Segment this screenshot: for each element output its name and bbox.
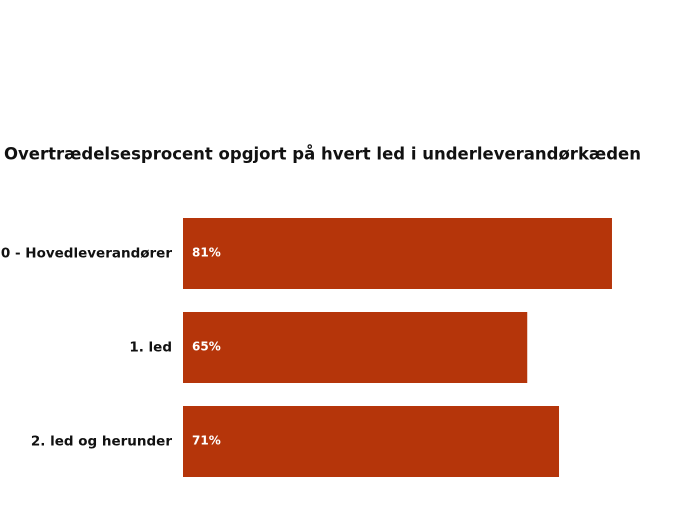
value-label: 71% bbox=[192, 434, 221, 448]
value-label: 65% bbox=[192, 340, 221, 354]
category-label: 0 - Hovedleverandører bbox=[1, 246, 172, 262]
bar bbox=[183, 218, 612, 289]
bar bbox=[183, 406, 560, 477]
chart-title: Overtrædelsesprocent opgjort på hvert le… bbox=[4, 145, 641, 164]
value-label: 81% bbox=[192, 246, 221, 260]
category-label: 2. led og herunder bbox=[31, 434, 172, 450]
bar bbox=[183, 312, 528, 383]
category-label: 1. led bbox=[129, 340, 172, 356]
